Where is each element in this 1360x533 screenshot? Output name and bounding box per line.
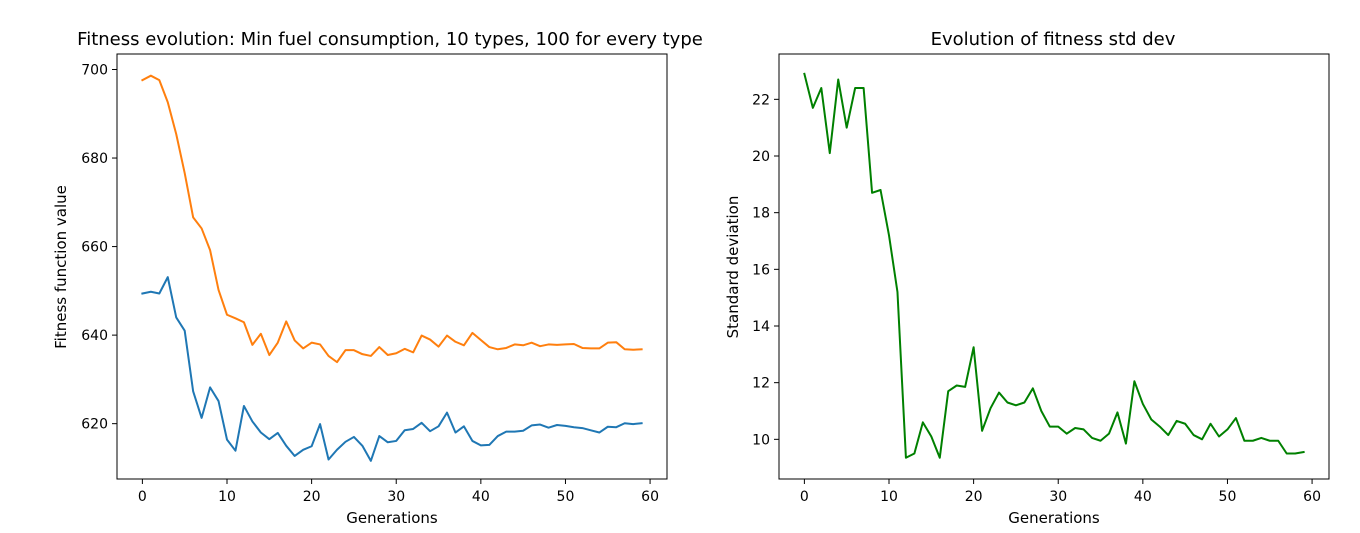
y-tick-label: 680 (81, 151, 108, 167)
axis-ticks: 0 10 20 30 40 50 60 10 12 14 16 18 20 22 (752, 92, 1321, 505)
chart-title: Fitness evolution: Min fuel consumption,… (77, 29, 703, 50)
series-line-2 (141, 74, 643, 364)
y-tick-label: 16 (752, 262, 770, 278)
plot-frame (778, 53, 1330, 480)
x-tick-label: 60 (1303, 489, 1321, 505)
x-tick-label: 50 (1219, 489, 1237, 505)
x-tick-label: 20 (303, 489, 321, 505)
y-axis-label: Standard deviation (724, 196, 742, 339)
x-tick-label: 0 (138, 489, 147, 505)
y-tick-label: 660 (81, 240, 108, 256)
series-line-1 (141, 276, 643, 462)
y-tick-label: 640 (81, 328, 108, 344)
y-axis-label: Fitness function value (52, 185, 70, 349)
axis-ticks: 0 10 20 30 40 50 60 620 640 660 680 700 (81, 62, 659, 505)
fitness-evolution-chart: Fitness evolution: Min fuel consumption,… (52, 29, 703, 527)
std-dev-evolution-chart: Evolution of fitness std dev Generations… (724, 29, 1330, 527)
y-tick-label: 18 (752, 206, 770, 222)
x-tick-label: 30 (1049, 489, 1067, 505)
y-tick-label: 20 (752, 149, 770, 165)
x-tick-label: 10 (880, 489, 898, 505)
x-tick-label: 50 (557, 489, 575, 505)
plot-frame (116, 53, 668, 480)
x-axis-label: Generations (1008, 509, 1100, 527)
series-line-1 (803, 72, 1305, 459)
x-tick-label: 30 (387, 489, 405, 505)
x-tick-label: 60 (641, 489, 659, 505)
x-tick-label: 10 (218, 489, 236, 505)
x-tick-label: 0 (800, 489, 809, 505)
x-tick-label: 20 (965, 489, 983, 505)
series-lines (803, 72, 1305, 459)
y-tick-label: 14 (752, 319, 770, 335)
y-tick-label: 700 (81, 62, 108, 78)
x-tick-label: 40 (1134, 489, 1152, 505)
y-tick-label: 620 (81, 417, 108, 433)
series-lines (141, 74, 643, 462)
y-tick-label: 10 (752, 432, 770, 448)
x-axis-label: Generations (346, 509, 438, 527)
y-tick-label: 22 (752, 92, 770, 108)
chart-title: Evolution of fitness std dev (931, 29, 1176, 50)
y-tick-label: 12 (752, 376, 770, 392)
x-tick-label: 40 (472, 489, 490, 505)
